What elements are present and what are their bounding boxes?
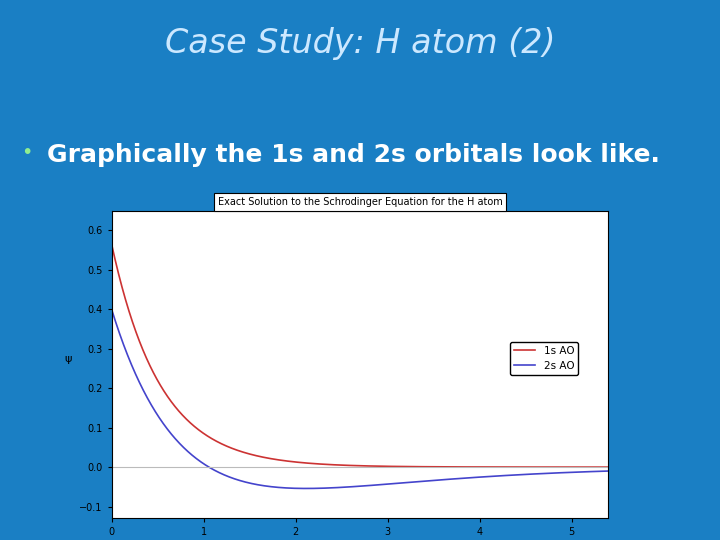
1s AO [590, 464, 598, 470]
Text: •: • [22, 143, 33, 162]
2s AO [499, 472, 508, 479]
Line: 1s AO: 1s AO [112, 244, 608, 467]
1s AO [349, 462, 358, 469]
2s AO [336, 484, 345, 491]
2s AO [302, 485, 310, 492]
2s AO [590, 468, 598, 475]
1s AO [132, 332, 141, 338]
Y-axis label: ψ: ψ [64, 354, 72, 364]
2s AO [590, 468, 598, 475]
1s AO [590, 464, 598, 470]
2s AO [604, 468, 613, 474]
1s AO [107, 241, 116, 247]
2s AO [132, 374, 141, 380]
Line: 2s AO: 2s AO [112, 309, 608, 489]
2s AO [107, 306, 116, 313]
1s AO [498, 464, 507, 470]
Title: Exact Solution to the Schrodinger Equation for the H atom: Exact Solution to the Schrodinger Equati… [217, 197, 503, 207]
Text: Graphically the 1s and 2s orbitals look like.: Graphically the 1s and 2s orbitals look … [47, 143, 660, 167]
2s AO [349, 483, 358, 490]
Legend: 1s AO, 2s AO: 1s AO, 2s AO [510, 342, 578, 375]
1s AO [604, 464, 613, 470]
Text: Case Study: H atom (2): Case Study: H atom (2) [165, 27, 555, 60]
1s AO [336, 462, 344, 468]
